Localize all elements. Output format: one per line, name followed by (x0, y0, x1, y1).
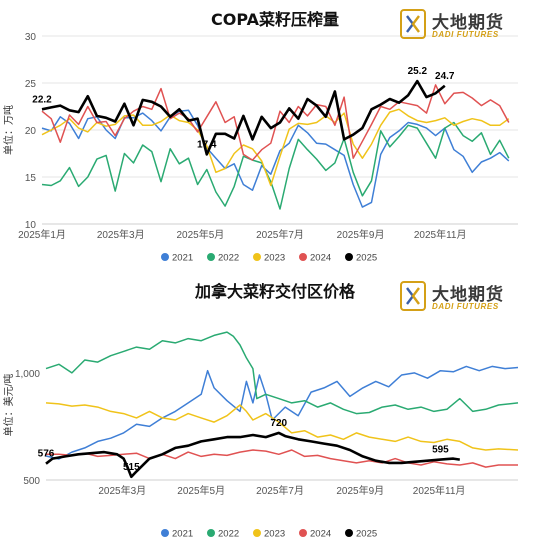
legend-label: 2021 (172, 253, 193, 264)
series-line-2024 (41, 84, 510, 161)
legend-label: 2025 (356, 529, 377, 540)
legend-item-2022: 2022 (207, 253, 239, 264)
legend-item-2024: 2024 (299, 253, 331, 264)
legend-marker (299, 529, 307, 537)
series-line-2022 (41, 121, 510, 210)
legend-item-2022: 2022 (207, 529, 239, 540)
legend-marker (299, 253, 307, 261)
legend-item-2025: 2025 (345, 529, 377, 540)
y-tick-label: 30 (25, 32, 37, 43)
legend-marker (161, 529, 169, 537)
data-label: 22.2 (32, 94, 52, 105)
series-line-2023 (41, 108, 510, 187)
legend-item-2024: 2024 (299, 529, 331, 540)
series-line-2024 (46, 449, 518, 468)
y-tick-label: 1,000 (15, 369, 40, 380)
data-label: 515 (123, 462, 140, 473)
x-tick-label: 2025年11月 (413, 484, 466, 497)
y-tick-label: 500 (23, 476, 40, 487)
legend-marker (161, 253, 169, 261)
y-axis-label: 单位：万吨 (2, 105, 15, 155)
series-line-2025 (45, 431, 460, 479)
logo-text-en: DADI FUTURES (432, 30, 499, 39)
legend-marker (253, 529, 261, 537)
x-tick-label: 2025年9月 (336, 484, 384, 497)
x-tick-label: 2025年7月 (256, 228, 304, 241)
legend-label: 2024 (310, 529, 331, 540)
dadi-logo-icon (400, 9, 426, 39)
x-tick-label: 2025年5月 (177, 484, 225, 497)
y-tick-label: 20 (25, 126, 37, 137)
data-label: 17.4 (197, 139, 217, 150)
chart-title: COPA菜籽压榨量 (211, 10, 339, 29)
data-label: 595 (432, 445, 449, 456)
legend-item-2021: 2021 (161, 529, 193, 540)
y-tick-label: 15 (25, 173, 37, 184)
x-tick-label: 2025年9月 (337, 228, 385, 241)
series-line-2022 (45, 331, 519, 415)
canada-price-panel: 加拿大菜籽交付区价格 大地期货 DADI FUTURES 500 1,000 单位：… (0, 272, 550, 547)
legend-marker (345, 253, 353, 261)
chart-title: 加拿大菜籽交付区价格 (194, 282, 355, 301)
logo-text-en: DADI FUTURES (432, 302, 499, 311)
dadi-logo: 大地期货 DADI FUTURES (400, 6, 540, 44)
legend-item-2023: 2023 (253, 253, 285, 264)
legend-label: 2022 (218, 529, 239, 540)
logo-text-cn: 大地期货 (432, 13, 504, 33)
dadi-logo: 大地期货 DADI FUTURES (400, 278, 540, 316)
legend-label: 2025 (356, 253, 377, 264)
legend-item-2021: 2021 (161, 253, 193, 264)
y-axis-label: 单位：美元/吨 (2, 374, 15, 437)
data-label: 25.2 (408, 66, 428, 77)
y-tick-label: 10 (25, 220, 37, 231)
legend-marker (253, 253, 261, 261)
legend-label: 2021 (172, 529, 193, 540)
x-tick-label: 2025年3月 (98, 484, 146, 497)
legend-item-2023: 2023 (253, 529, 285, 540)
x-tick-label: 2025年3月 (97, 228, 145, 241)
series-line-2023 (45, 402, 519, 451)
legend-marker (207, 253, 215, 261)
x-tick-label: 2025年1月 (18, 228, 66, 241)
legend-marker (207, 529, 215, 537)
legend-label: 2023 (264, 529, 285, 540)
series-line-2025 (41, 79, 446, 156)
legend-label: 2022 (218, 253, 239, 264)
legend-label: 2023 (264, 253, 285, 264)
copa-crush-panel: COPA菜籽压榨量 大地期货 DADI FUTURES 10 15 20 25 30 单位… (0, 0, 550, 272)
logo-text-cn: 大地期货 (432, 285, 504, 305)
legend-label: 2024 (310, 253, 331, 264)
data-label: 576 (38, 449, 55, 460)
y-tick-label: 25 (25, 79, 37, 90)
legend-marker (345, 529, 353, 537)
data-label: 720 (270, 418, 287, 429)
x-tick-label: 2025年11月 (414, 228, 467, 241)
legend-item-2025: 2025 (345, 253, 377, 264)
data-label: 24.7 (435, 71, 455, 82)
dadi-logo-icon (400, 281, 426, 311)
x-tick-label: 2025年7月 (256, 484, 304, 497)
x-tick-label: 2025年5月 (176, 228, 224, 241)
